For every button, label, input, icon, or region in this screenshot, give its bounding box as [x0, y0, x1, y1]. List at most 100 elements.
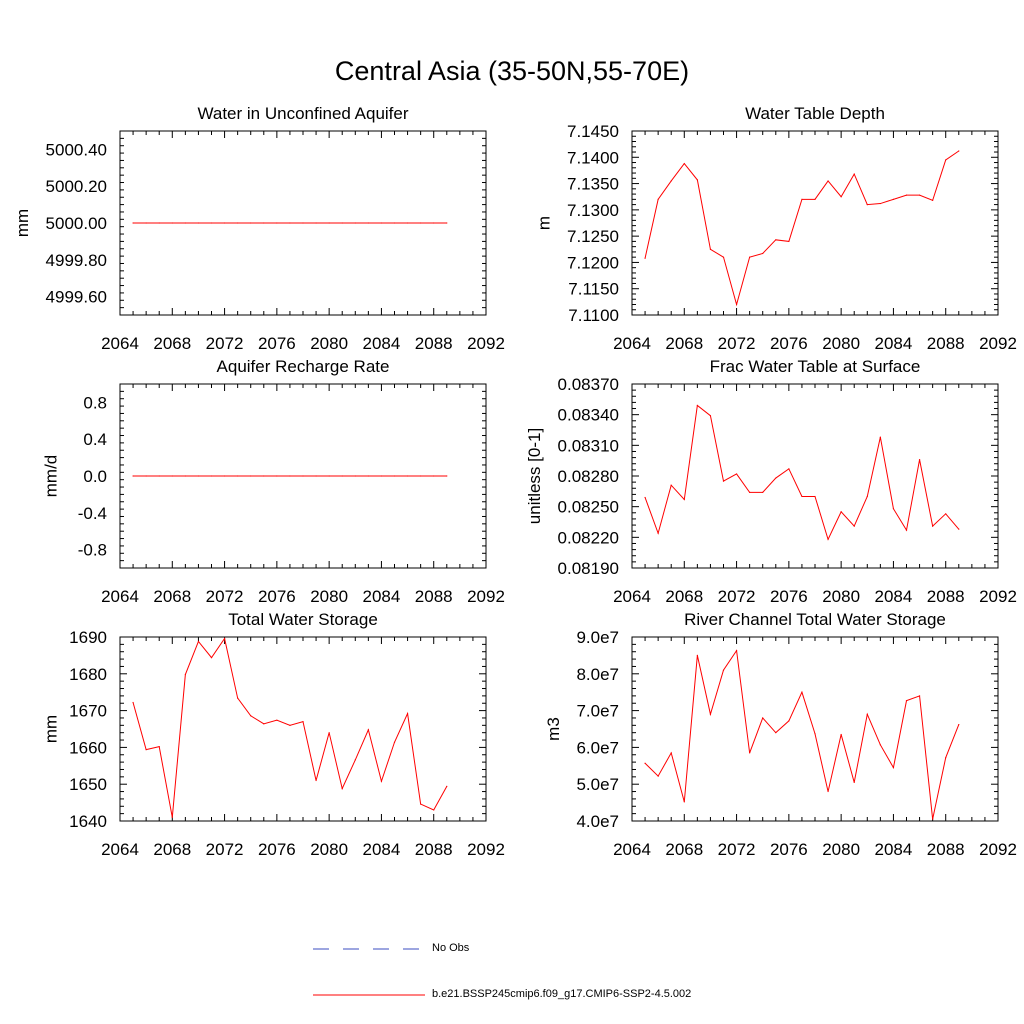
data-point — [237, 222, 239, 224]
data-point — [367, 475, 369, 477]
data-point — [302, 721, 304, 723]
series-line — [644, 649, 960, 820]
data-point — [827, 538, 829, 540]
data-point — [749, 491, 751, 493]
y-tick-label: 5.0e7 — [576, 775, 619, 794]
data-point — [709, 248, 712, 250]
y-tick-label: 0.08190 — [558, 559, 619, 578]
data-point — [670, 484, 672, 486]
y-tick-label: 1660 — [69, 738, 107, 757]
x-tick-label: 2088 — [415, 587, 453, 606]
x-tick-label: 2076 — [258, 840, 296, 859]
data-point — [749, 752, 751, 754]
x-tick-label: 2064 — [613, 334, 651, 353]
data-point — [263, 222, 265, 224]
data-point — [315, 779, 317, 782]
data-point — [762, 491, 764, 493]
x-tick-label: 2076 — [258, 334, 296, 353]
y-tick-label: 0.4 — [83, 430, 107, 449]
x-tick-label: 2068 — [665, 840, 703, 859]
x-tick-label: 2076 — [770, 840, 808, 859]
data-point — [276, 222, 278, 224]
data-point — [762, 252, 764, 255]
y-tick-label: -0.8 — [78, 541, 107, 560]
data-point — [315, 222, 317, 224]
data-point — [696, 654, 698, 657]
data-point — [171, 222, 173, 224]
data-point — [657, 532, 659, 534]
data-point — [840, 196, 842, 198]
y-tick-label: 9.0e7 — [576, 628, 619, 647]
x-tick-label: 2072 — [206, 334, 244, 353]
data-point — [892, 508, 895, 510]
data-point — [171, 816, 173, 818]
x-tick-label: 2076 — [770, 587, 808, 606]
data-point — [197, 222, 200, 224]
y-tick-label: 6.0e7 — [576, 738, 619, 757]
x-tick-label: 2080 — [310, 840, 348, 859]
figure-title: Central Asia (35-50N,55-70E) — [334, 56, 690, 86]
data-point — [932, 199, 934, 201]
y-tick-label: 5000.00 — [46, 214, 107, 233]
data-point — [892, 198, 895, 200]
y-tick-label: 7.1450 — [567, 122, 619, 141]
data-point — [406, 222, 409, 224]
data-point — [644, 496, 646, 499]
panel-title: Water in Unconfined Aquifer — [197, 104, 408, 123]
data-point — [145, 475, 147, 477]
y-tick-label: 7.1350 — [567, 175, 619, 194]
x-tick-label: 2084 — [875, 587, 913, 606]
data-point — [223, 475, 226, 477]
data-point — [380, 475, 383, 477]
x-tick-label: 2092 — [467, 334, 505, 353]
data-point — [393, 222, 396, 224]
data-point — [393, 475, 396, 477]
data-point — [709, 713, 712, 715]
y-axis-label: m3 — [544, 717, 563, 741]
data-point — [223, 222, 226, 224]
data-point — [722, 256, 725, 258]
data-point — [644, 257, 646, 259]
y-tick-label: 7.1150 — [568, 280, 619, 299]
x-tick-label: 2064 — [101, 840, 139, 859]
x-tick-label: 2092 — [467, 587, 505, 606]
data-point — [367, 222, 369, 224]
data-point — [433, 475, 435, 477]
data-point — [735, 473, 738, 475]
data-point — [210, 657, 213, 659]
data-point — [932, 525, 934, 527]
data-point — [683, 498, 685, 501]
y-tick-label: 0.0 — [83, 467, 107, 486]
series-line — [644, 404, 960, 541]
legend-label-no-obs: No Obs — [432, 942, 470, 954]
data-point — [354, 759, 356, 761]
data-point — [683, 162, 685, 165]
legend-label-model: b.e21.BSSP245cmip6.f09_g17.CMIP6-SSP2-4.… — [432, 988, 692, 1000]
data-point — [696, 404, 698, 407]
data-point — [958, 723, 960, 726]
panel-4: 2064 2068 2072 2076 2080 2084 2088 2092 0.08190 0… — [525, 357, 1017, 606]
data-point — [670, 752, 672, 754]
data-point — [197, 640, 200, 643]
data-point — [840, 733, 842, 736]
x-tick-label: 2080 — [822, 840, 860, 859]
x-tick-label: 2068 — [153, 334, 191, 353]
data-point — [788, 720, 790, 722]
data-point — [446, 475, 448, 477]
x-tick-label: 2088 — [415, 334, 453, 353]
data-point — [289, 222, 291, 224]
data-point — [276, 719, 278, 721]
data-point — [945, 757, 947, 759]
x-tick-label: 2092 — [979, 587, 1017, 606]
data-point — [250, 715, 252, 717]
y-tick-label: 7.1100 — [568, 306, 619, 325]
x-tick-label: 2092 — [979, 334, 1017, 353]
data-point — [879, 744, 881, 746]
data-point — [158, 746, 160, 748]
data-point — [250, 222, 252, 224]
data-point — [722, 480, 725, 482]
data-point — [722, 669, 725, 671]
x-tick-label: 2072 — [206, 840, 244, 859]
y-tick-label: 5000.20 — [46, 177, 107, 196]
